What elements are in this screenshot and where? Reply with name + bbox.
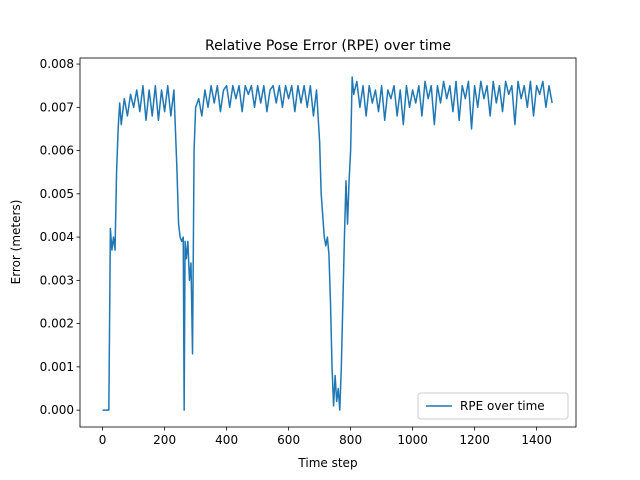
y-tick-label: 0.005 — [40, 187, 74, 201]
y-tick-label: 0.002 — [40, 317, 74, 331]
y-tick-label: 0.007 — [40, 100, 74, 114]
chart-title: Relative Pose Error (RPE) over time — [205, 38, 451, 54]
x-tick-label: 800 — [339, 433, 362, 447]
legend-label: RPE over time — [460, 399, 545, 413]
legend-box — [417, 392, 569, 420]
y-tick-label: 0.000 — [40, 403, 74, 417]
x-tick-label: 0 — [99, 433, 107, 447]
y-tick-label: 0.001 — [40, 360, 74, 374]
x-tick-label: 1400 — [521, 433, 552, 447]
y-tick-label: 0.008 — [40, 57, 74, 71]
x-tick-label: 600 — [277, 433, 300, 447]
y-tick-label: 0.006 — [40, 144, 74, 158]
axes-frame — [79, 57, 577, 428]
x-tick-label: 1200 — [459, 433, 490, 447]
x-tick-label: 400 — [215, 433, 238, 447]
line — [102, 76, 553, 411]
x-tick-label: 200 — [153, 433, 176, 447]
y-tick-label: 0.003 — [40, 273, 74, 287]
x-tick-label: 1000 — [397, 433, 428, 447]
x-axis-label: Time step — [297, 456, 357, 470]
y-axis-label: Error (meters) — [9, 200, 23, 285]
y-tick-label: 0.004 — [40, 230, 74, 244]
